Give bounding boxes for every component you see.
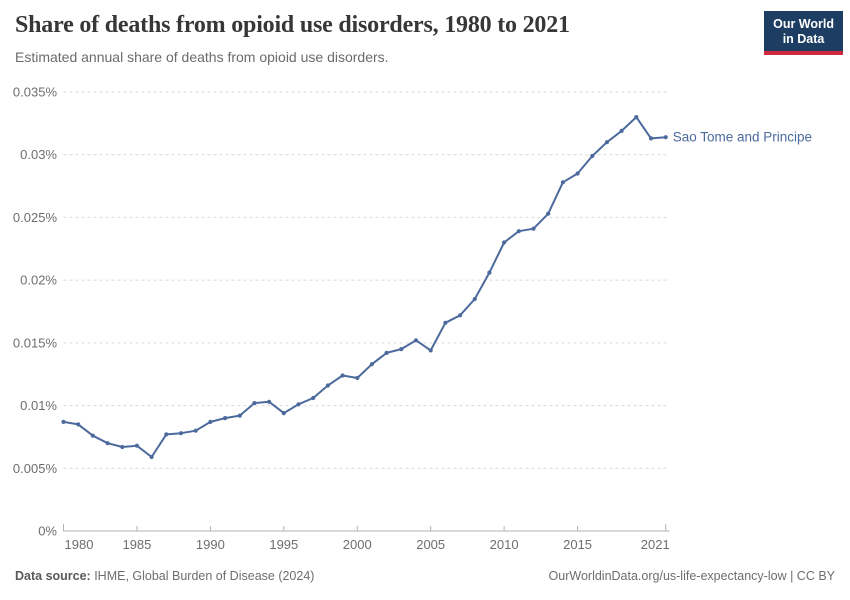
- data-point[interactable]: [208, 419, 213, 424]
- data-point[interactable]: [634, 115, 639, 120]
- y-axis-tick-label: 0.015%: [13, 335, 58, 350]
- data-point[interactable]: [149, 454, 154, 460]
- data-point[interactable]: [134, 443, 139, 448]
- data-point[interactable]: [619, 128, 624, 133]
- series-label[interactable]: Sao Tome and Principe: [673, 130, 812, 145]
- data-point[interactable]: [296, 402, 301, 407]
- x-axis-tick-label: 2005: [416, 537, 445, 552]
- data-source-note: Data source: IHME, Global Burden of Dise…: [15, 569, 314, 583]
- data-point[interactable]: [325, 383, 330, 388]
- y-axis-tick-label: 0.025%: [13, 210, 58, 225]
- data-point[interactable]: [443, 320, 448, 325]
- attribution-link[interactable]: OurWorldinData.org/us-life-expectancy-lo…: [548, 569, 835, 583]
- data-point[interactable]: [399, 347, 404, 352]
- data-point[interactable]: [663, 135, 668, 140]
- data-point[interactable]: [178, 431, 184, 436]
- data-point[interactable]: [546, 211, 551, 216]
- data-point[interactable]: [648, 136, 654, 141]
- data-point[interactable]: [223, 416, 228, 421]
- owid-logo-line2: in Data: [782, 32, 825, 46]
- owid-logo[interactable]: Our World in Data: [764, 11, 843, 55]
- data-point[interactable]: [355, 375, 360, 381]
- y-axis-tick-label: 0.005%: [13, 461, 58, 476]
- x-axis-tick-label: 1990: [196, 537, 225, 552]
- y-axis-tick-label: 0.02%: [20, 273, 57, 288]
- data-point[interactable]: [105, 441, 110, 446]
- data-source-text: IHME, Global Burden of Disease (2024): [90, 569, 315, 583]
- x-axis-tick-label: 2010: [490, 537, 519, 552]
- data-point[interactable]: [252, 401, 257, 406]
- y-axis-tick-label: 0.01%: [20, 398, 57, 413]
- data-point[interactable]: [193, 428, 198, 433]
- x-axis-tick-label: 2000: [343, 537, 372, 552]
- x-axis-tick-label: 2021: [641, 537, 670, 552]
- owid-logo-line1: Our World: [773, 17, 834, 31]
- data-point[interactable]: [516, 229, 521, 234]
- data-point[interactable]: [590, 153, 595, 159]
- data-point[interactable]: [531, 226, 536, 231]
- data-point[interactable]: [90, 433, 95, 438]
- data-point[interactable]: [267, 399, 272, 404]
- x-axis-tick-label: 1985: [122, 537, 151, 552]
- page-title: Share of deaths from opioid use disorder…: [15, 12, 570, 38]
- x-axis-tick-label: 2015: [563, 537, 592, 552]
- data-point[interactable]: [120, 444, 125, 450]
- data-point[interactable]: [164, 432, 169, 437]
- data-point[interactable]: [340, 373, 345, 378]
- x-axis-tick-label: 1995: [269, 537, 298, 552]
- data-point[interactable]: [281, 411, 286, 416]
- data-point[interactable]: [487, 270, 492, 275]
- data-point[interactable]: [76, 422, 81, 427]
- data-point[interactable]: [311, 395, 316, 401]
- data-point[interactable]: [237, 413, 242, 418]
- y-axis-tick-label: 0.03%: [20, 147, 57, 162]
- data-point[interactable]: [61, 419, 66, 424]
- chart-subtitle: Estimated annual share of deaths from op…: [15, 49, 389, 65]
- y-axis-tick-label: 0.035%: [13, 85, 58, 100]
- x-axis-tick-label: 1980: [65, 537, 94, 552]
- data-point[interactable]: [369, 362, 374, 367]
- data-point[interactable]: [472, 296, 477, 302]
- data-source-label: Data source:: [15, 569, 91, 583]
- y-axis-tick-label: 0%: [38, 524, 57, 539]
- data-point[interactable]: [428, 348, 433, 353]
- data-point[interactable]: [560, 180, 566, 185]
- data-point[interactable]: [413, 338, 419, 343]
- data-line: [62, 116, 667, 458]
- data-point[interactable]: [502, 240, 507, 245]
- data-point[interactable]: [604, 140, 610, 145]
- data-point[interactable]: [384, 350, 389, 355]
- data-point[interactable]: [575, 171, 580, 176]
- data-point[interactable]: [458, 313, 463, 318]
